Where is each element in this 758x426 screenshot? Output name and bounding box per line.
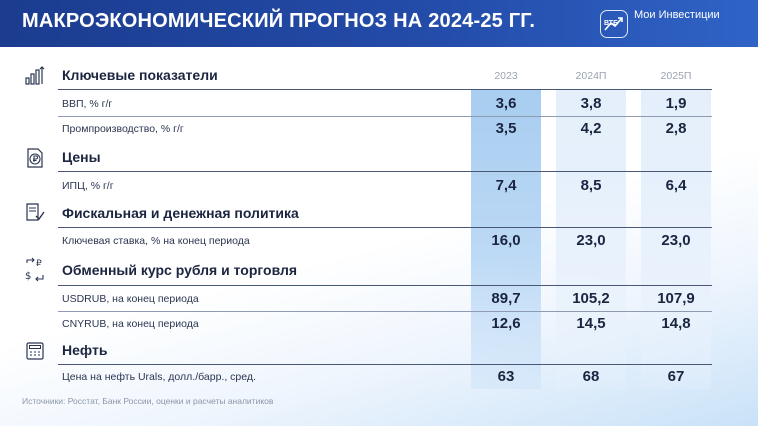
vtb-badge-icon: ВТБ — [600, 10, 628, 38]
svg-text:$: $ — [25, 271, 31, 282]
column-highlight-2023 — [471, 89, 541, 389]
row-label-industrial: Промпроизводство, % г/г — [62, 123, 184, 135]
document-check-icon — [26, 203, 45, 221]
page-title: МАКРОЭКОНОМИЧЕСКИЙ ПРОГНОЗ НА 2024-25 ГГ… — [22, 10, 536, 32]
value-cnyrub-2025: 14,8 — [661, 315, 691, 332]
value-industrial-2025: 2,8 — [665, 120, 687, 137]
value-usdrub-2023: 89,7 — [491, 290, 521, 307]
value-cpi-2023: 7,4 — [495, 177, 517, 194]
value-gdp-2024: 3,8 — [580, 95, 602, 112]
value-gdp-2025: 1,9 — [665, 95, 687, 112]
value-cpi-2024: 8,5 — [580, 177, 602, 194]
brand-logo: ВТБ Мои Инвестиции — [600, 8, 750, 40]
row-label-urals: Цена на нефть Urals, долл./барр., сред. — [62, 371, 256, 383]
section-divider — [58, 89, 712, 90]
value-cnyrub-2024: 14,5 — [576, 315, 606, 332]
value-industrial-2024: 4,2 — [580, 120, 602, 137]
row-label-gdp: ВВП, % г/г — [62, 98, 113, 110]
section-divider — [58, 171, 712, 172]
column-header-2025: 2025П — [660, 70, 692, 82]
column-header-2023: 2023 — [494, 70, 518, 82]
value-urals-2023: 63 — [497, 368, 515, 385]
row-label-key-rate: Ключевая ставка, % на конец периода — [62, 235, 250, 247]
column-highlight-2024 — [556, 89, 626, 389]
value-key-rate-2023: 16,0 — [491, 232, 521, 249]
svg-text:₽: ₽ — [36, 259, 42, 269]
row-label-usdrub: USDRUB, на конец периода — [62, 293, 199, 305]
value-usdrub-2024: 105,2 — [572, 290, 610, 307]
header-banner: МАКРОЭКОНОМИЧЕСКИЙ ПРОГНОЗ НА 2024-25 ГГ… — [0, 0, 758, 47]
column-highlight-2025 — [641, 89, 711, 389]
section-title-exchange-rate: Обменный курс рубля и торговля — [62, 262, 298, 278]
value-cpi-2025: 6,4 — [665, 177, 687, 194]
value-industrial-2023: 3,5 — [495, 120, 517, 137]
row-divider — [58, 116, 712, 117]
section-title-key-indicators: Ключевые показатели — [62, 67, 218, 83]
section-title-prices: Цены — [62, 149, 101, 165]
brand-badge-text: ВТБ — [604, 20, 619, 27]
section-title-fiscal-policy: Фискальная и денежная политика — [62, 205, 299, 221]
currency-exchange-icon: ₽ $ — [25, 257, 44, 282]
value-urals-2024: 68 — [582, 368, 600, 385]
section-divider — [58, 227, 712, 228]
source-note: Источники: Росстат, Банк России, оценки … — [22, 396, 274, 406]
value-key-rate-2024: 23,0 — [576, 232, 606, 249]
value-urals-2025: 67 — [667, 368, 685, 385]
oil-barrel-icon — [26, 342, 44, 360]
value-key-rate-2025: 23,0 — [661, 232, 691, 249]
value-usdrub-2025: 107,9 — [657, 290, 695, 307]
value-gdp-2023: 3,6 — [495, 95, 517, 112]
section-title-oil: Нефть — [62, 342, 108, 358]
bar-chart-icon — [25, 66, 45, 85]
section-divider — [58, 285, 712, 286]
section-divider — [58, 364, 712, 365]
row-label-cnyrub: CNYRUB, на конец периода — [62, 318, 199, 330]
value-cnyrub-2023: 12,6 — [491, 315, 521, 332]
row-label-cpi: ИПЦ, % г/г — [62, 180, 114, 192]
brand-name: Мои Инвестиции — [634, 9, 720, 21]
column-header-2024: 2024П — [575, 70, 607, 82]
row-divider — [58, 311, 712, 312]
ruble-tag-icon — [27, 148, 43, 168]
